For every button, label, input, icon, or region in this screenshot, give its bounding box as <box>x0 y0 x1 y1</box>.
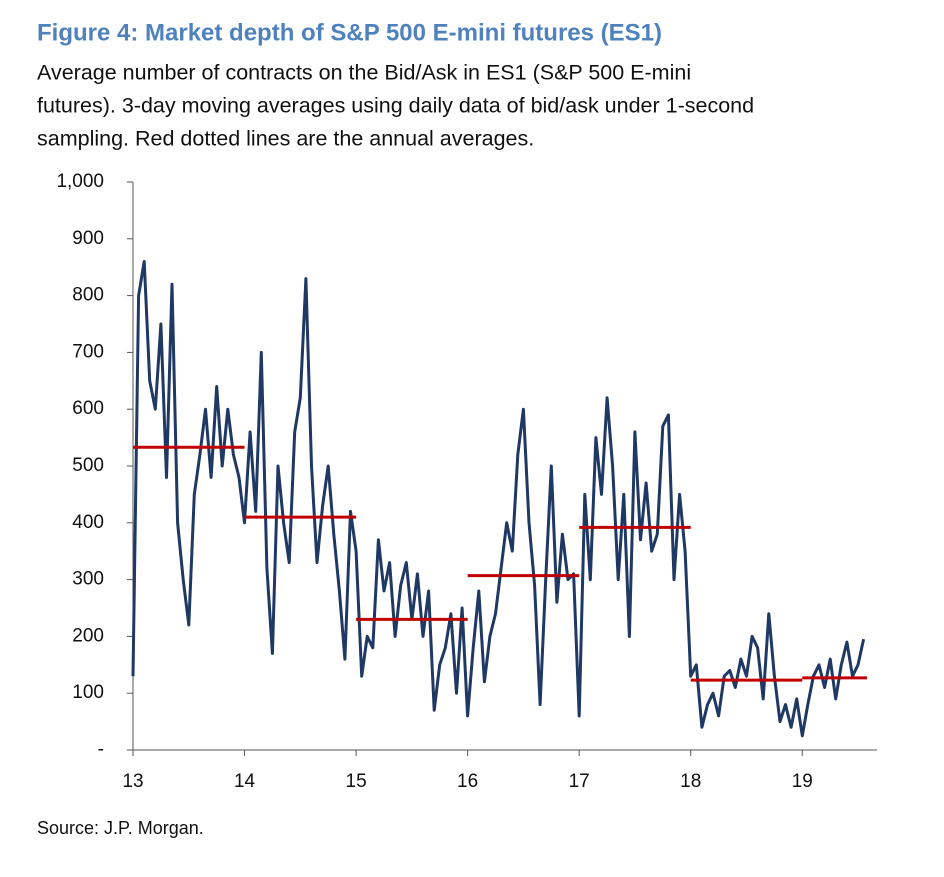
source: Source: J.P. Morgan. <box>37 818 204 838</box>
data-line <box>131 260 866 738</box>
y-tick-label: 600 <box>72 398 104 419</box>
x-tick-label: 19 <box>792 771 813 792</box>
y-tick-label: 100 <box>72 682 104 703</box>
chart-title: Figure 4: Market depth of S&P 500 E-mini… <box>37 19 662 46</box>
x-tick-label: 13 <box>122 771 143 792</box>
y-tick-label: 700 <box>72 341 104 362</box>
y-tick-label: 300 <box>72 569 104 590</box>
x-tick-label: 17 <box>569 771 590 792</box>
x-tick-label: 14 <box>234 771 256 792</box>
subtitle: Average number of contracts on the Bid/A… <box>37 61 691 85</box>
y-tick-label: - <box>98 739 104 760</box>
y-tick-label: 500 <box>72 455 104 476</box>
x-tick-label: 18 <box>680 771 701 792</box>
y-tick-label: 900 <box>72 228 104 249</box>
x-tick-label: 16 <box>457 771 478 792</box>
y-tick-label: 400 <box>72 512 104 533</box>
subtitle: sampling. Red dotted lines are the annua… <box>37 127 534 151</box>
subtitle: futures). 3-day moving averages using da… <box>37 94 754 118</box>
y-tick-label: 800 <box>72 285 104 306</box>
y-tick-label: 1,000 <box>56 171 104 192</box>
y-tick-label: 200 <box>72 625 104 646</box>
x-tick-label: 15 <box>346 771 367 792</box>
